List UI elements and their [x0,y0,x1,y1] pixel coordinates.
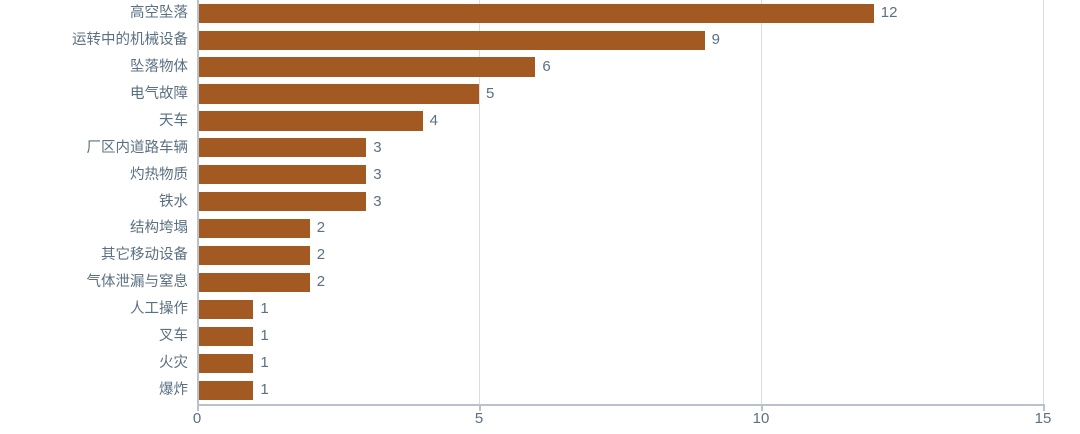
category-label: 其它移动设备 [101,247,188,264]
bar-value-label: 9 [711,30,720,48]
bar[interactable] [197,165,367,185]
bar[interactable] [197,57,536,77]
x-axis-line [197,404,1044,406]
gridline [761,0,762,404]
plot-area: 12 9 6 5 4 3 3 3 2 2 2 1 1 1 1 [197,0,1044,404]
bar-value-label: 1 [260,381,269,399]
x-tick-mark [479,404,481,411]
x-tick-label: 15 [1034,410,1052,427]
category-label: 人工操作 [130,301,188,318]
bar[interactable] [197,111,423,131]
bar[interactable] [197,326,254,346]
bar-row: 3 [197,135,1043,162]
bar-row: 1 [197,350,1043,377]
x-tick-mark [761,404,763,411]
bar-row: 6 [197,54,1043,81]
bar-row: 2 [197,215,1043,242]
bar-value-label: 3 [373,138,382,156]
bar[interactable] [197,3,874,23]
bar[interactable] [197,84,479,104]
category-label: 坠落物体 [130,58,188,75]
bar-row: 2 [197,269,1043,296]
category-label: 天车 [159,112,188,129]
category-label: 气体泄漏与窒息 [86,274,189,291]
bar[interactable] [197,272,310,293]
bar-value-label: 1 [260,354,269,372]
y-axis-labels: 高空坠落运转中的机械设备坠落物体电气故障天车厂区内道路车辆灼热物质铁水结构垮塌其… [0,0,197,404]
bar-value-label: 3 [373,165,382,183]
x-tick-mark [1043,404,1045,411]
category-label: 电气故障 [130,85,188,102]
bar-value-label: 5 [486,84,495,102]
x-tick-mark [197,404,199,411]
bar-value-label: 4 [429,111,438,129]
bar-row: 3 [197,162,1043,189]
category-label: 铁水 [159,193,188,210]
bar[interactable] [197,219,310,239]
bar-value-label: 2 [316,246,326,264]
y-axis-line [197,0,199,404]
category-label: 厂区内道路车辆 [86,139,189,156]
category-label: 爆炸 [159,382,188,399]
category-label: 火灾 [159,355,188,372]
category-label: 结构垮塌 [130,220,188,237]
x-tick-label: 0 [192,410,202,427]
bar-row: 4 [197,108,1043,135]
bar[interactable] [197,353,254,373]
bar[interactable] [197,138,367,158]
bar-row: 1 [197,377,1043,404]
x-tick-label: 10 [752,410,770,427]
bar[interactable] [197,299,254,320]
category-label: 高空坠落 [130,5,188,21]
category-label: 运转中的机械设备 [72,31,188,48]
bar-row: 3 [197,189,1043,216]
x-tick-label: 5 [474,410,484,427]
gridline [1043,0,1044,404]
bar-row: 5 [197,81,1043,108]
bar-value-label: 2 [316,219,326,237]
category-label: 叉车 [159,328,188,345]
bar-value-label: 3 [373,192,382,210]
category-label: 灼热物质 [130,166,188,183]
bar-value-label: 6 [542,57,551,75]
bar-row: 2 [197,242,1043,269]
bar[interactable] [197,30,705,50]
gridline [479,0,480,404]
bar-row: 9 [197,27,1043,54]
bar-row: 1 [197,296,1043,323]
bar-value-label: 1 [260,300,269,318]
bar-value-label: 2 [316,273,326,291]
bar[interactable] [197,245,310,266]
bar[interactable] [197,192,367,212]
bar-row: 1 [197,323,1043,350]
bar-row: 12 [197,0,1043,27]
bar-value-label: 12 [880,4,898,21]
bar[interactable] [197,380,254,400]
bar-value-label: 1 [260,327,269,345]
